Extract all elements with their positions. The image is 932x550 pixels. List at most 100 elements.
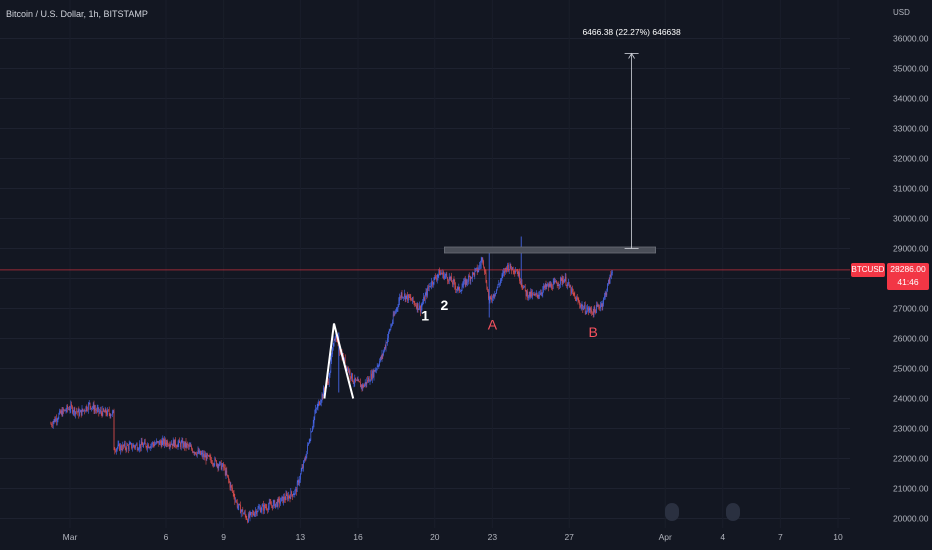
candle-body [211, 460, 212, 464]
ticker-tag[interactable]: BTCUSD [851, 263, 885, 277]
candle-body [361, 384, 363, 388]
bar-countdown: 41:46 [897, 277, 919, 287]
candle-body [595, 309, 596, 313]
candle-body [392, 314, 394, 322]
candle-body [500, 280, 501, 284]
annotation-label[interactable]: 2 [441, 297, 449, 313]
candle-body [88, 403, 89, 410]
candle-body [478, 266, 480, 271]
candle-body [532, 293, 534, 294]
candle-body [592, 312, 594, 315]
candle-body [470, 277, 472, 281]
x-tick-label: 23 [488, 532, 498, 542]
candle-body [115, 450, 116, 452]
candle-body [549, 283, 551, 287]
candle-body [224, 467, 225, 469]
candle-body [442, 271, 444, 275]
candle-body [140, 444, 141, 449]
candle-body [492, 294, 494, 300]
candle-body [480, 264, 481, 266]
candle-body [132, 445, 134, 448]
candle-body [365, 382, 367, 385]
candle-body [536, 293, 537, 295]
candle-body [323, 388, 324, 397]
candle-body [602, 304, 604, 307]
candle-body [400, 292, 402, 298]
candle-body [153, 444, 155, 446]
y-tick-label: 34000.00 [893, 94, 929, 104]
candle-body [164, 439, 166, 443]
candle-body [448, 280, 449, 282]
candle-body [121, 448, 123, 450]
candle-body [320, 400, 322, 403]
candle-body [93, 404, 95, 412]
candle-body [446, 274, 448, 278]
candle-body [348, 370, 350, 372]
candle-body [348, 368, 349, 372]
candle-body [440, 272, 442, 274]
candle-body [336, 335, 337, 340]
candle-body [447, 277, 448, 281]
candle-body [252, 512, 253, 514]
candle-body [170, 444, 172, 446]
candle-body [213, 464, 215, 466]
candle-body [502, 273, 504, 275]
y-tick-label: 26000.00 [893, 334, 929, 344]
candle-body [163, 438, 164, 445]
candle-body [278, 498, 280, 500]
candle-body [484, 266, 485, 272]
chart-control-button[interactable] [665, 503, 679, 521]
candle-body [456, 289, 458, 290]
candle-body [188, 445, 190, 447]
candle-body [212, 463, 214, 465]
candle-body [242, 509, 244, 515]
y-axis[interactable]: 20000.00 21000.00 22000.00 23000.00 24000.00… [893, 34, 929, 524]
candle-body [64, 409, 65, 411]
candle-body [453, 280, 455, 282]
candle-body [228, 476, 229, 480]
candle-body [467, 281, 468, 283]
candle-body [204, 454, 205, 458]
candle-body [245, 515, 247, 519]
candle-body [310, 432, 312, 440]
candle-body [340, 352, 341, 355]
candle-body [367, 380, 368, 382]
chart-control-button[interactable] [726, 503, 740, 521]
annotation-label[interactable]: 1 [421, 308, 429, 324]
candle-body [60, 410, 62, 414]
candle-body [508, 264, 509, 271]
candle-body [522, 286, 524, 289]
candle-body [609, 274, 611, 284]
annotation-label[interactable]: A [488, 317, 498, 333]
candle-body [597, 305, 599, 307]
candle-body [381, 354, 383, 359]
candle-body [485, 272, 487, 283]
candle-body [481, 257, 483, 261]
candle-body [112, 411, 113, 415]
candle-body [84, 409, 85, 412]
candle-body [557, 285, 559, 286]
candle-body [496, 287, 498, 290]
candle-body [565, 276, 567, 286]
resistance-zone[interactable] [443, 246, 656, 254]
candle-body [313, 417, 315, 424]
candle-body [138, 448, 140, 450]
candle-body [580, 304, 581, 308]
annotation-label[interactable]: B [589, 324, 598, 340]
candle-body [158, 441, 160, 445]
candle-body [195, 452, 196, 455]
candle-body [558, 285, 560, 286]
candle-body [288, 495, 290, 497]
candle-body [76, 411, 78, 413]
x-axis[interactable]: Mar 6 9 13 16 20 23 27 Apr 4 7 10 [63, 532, 843, 542]
candle-body [460, 290, 462, 292]
peak-pattern-line[interactable] [323, 323, 355, 399]
candle-body [401, 292, 403, 298]
candle-body [562, 279, 564, 283]
candle-body [272, 505, 273, 509]
candle-body [413, 301, 415, 303]
candle-body [161, 441, 163, 447]
candle-body [220, 461, 221, 463]
candle-body [488, 290, 489, 299]
